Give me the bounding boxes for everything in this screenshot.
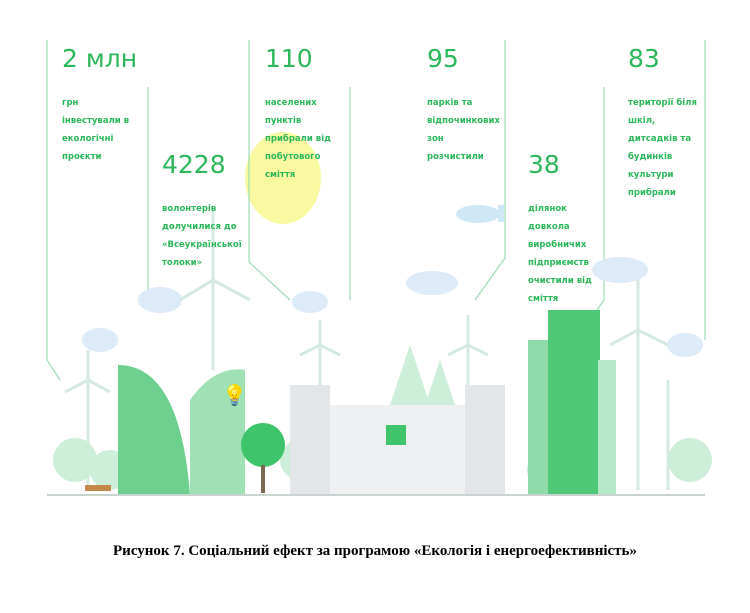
stat-text: парків та відпочинкових зон розчистили — [427, 98, 500, 162]
stat-value: 38 — [528, 150, 560, 179]
stat-settlements: 110 населених пунктів прибрали від побут… — [265, 44, 331, 184]
clouds — [82, 257, 703, 357]
lightbulb-icon: 💡 — [222, 383, 247, 407]
infographic-illustration: 💡 — [46, 40, 712, 496]
ground — [47, 494, 705, 496]
divider-lines — [46, 40, 706, 381]
wind-turbines — [64, 210, 670, 490]
stat-text: грн інвестували в екологічні проєкти — [62, 98, 130, 162]
stat-text: населених пунктів прибрали від побутовог… — [265, 98, 331, 180]
stat-value: 4228 — [162, 150, 226, 179]
buildings: 💡 — [85, 310, 616, 495]
stat-industrial-sites: 38 ділянок довкола виробничих підприємст… — [528, 150, 592, 308]
yellow-highlight — [245, 132, 321, 224]
stat-parks: 95 парків та відпочинкових зон розчистил… — [427, 44, 500, 166]
stat-text: ділянок довкола виробничих підприємств о… — [528, 204, 592, 304]
stat-value: 95 — [427, 44, 459, 73]
stat-text: території біля шкіл, дитсадків та будинк… — [628, 98, 697, 198]
stat-investment: 2 млн грн інвестували в екологічні проєк… — [62, 44, 137, 166]
figure-caption: Рисунок 7. Соціальний ефект за програмою… — [113, 543, 637, 559]
airship-icon — [456, 205, 504, 223]
stat-value: 2 млн — [62, 44, 138, 73]
stat-text: волонтерів долучилися до «Всеукраїнської… — [162, 204, 242, 268]
stat-schools: 83 території біля шкіл, дитсадків та буд… — [628, 44, 697, 202]
stat-volunteers: 4228 волонтерів долучилися до «Всеукраїн… — [162, 150, 242, 272]
stat-value: 110 — [265, 44, 313, 73]
stat-value: 83 — [628, 44, 660, 73]
